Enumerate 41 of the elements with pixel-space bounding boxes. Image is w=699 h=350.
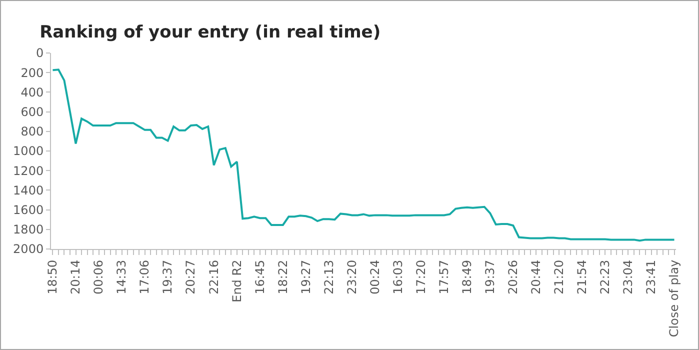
x-tick-label: 22:23 [598,260,612,294]
x-tick-label: 18:49 [460,260,474,294]
y-tick-label: 1400 [13,183,44,198]
x-tick-label: 18:50 [46,260,60,294]
y-tick-label: 1000 [13,144,44,158]
x-tick-label: 23:20 [344,260,359,294]
y-tick-label: 600 [20,105,44,119]
x-tick-label: Close of play [667,260,682,338]
y-tick-label: 1200 [13,164,44,178]
x-tick-label: 21:54 [575,260,590,294]
x-tick-label: 14:33 [114,260,129,294]
x-tick-label: 20:14 [68,260,83,294]
x-tick-label: 19:37 [160,260,175,294]
y-tick-label: 0 [36,46,44,60]
x-tick-label: 19:27 [298,260,313,294]
x-tick-label: 20:44 [529,260,544,294]
y-tick-label: 800 [20,124,44,139]
x-tick-label: 16:03 [390,260,405,294]
chart-title: Ranking of your entry (in real time) [40,22,381,42]
x-tick-label: 00:06 [92,260,106,294]
x-tick-label: 22:16 [206,260,221,294]
y-tick-label: 1600 [13,203,44,217]
x-tick-label: 18:22 [276,260,290,294]
y-tick-label: 2000 [13,242,44,256]
x-tick-label: 21:20 [552,260,566,294]
x-tick-label: 23:41 [644,260,658,294]
x-tick-label: 17:57 [436,260,451,294]
x-tick-label: 19:37 [483,260,498,294]
x-tick-label: 16:45 [252,260,267,294]
y-tick-label: 400 [20,85,44,100]
x-tick-label: 23:04 [621,260,636,294]
x-tick-label: 20:27 [184,260,198,294]
line-series [52,68,676,242]
x-tick-label: 17:06 [138,260,152,294]
x-tick-label: End R2 [230,260,244,302]
x-tick-label: 17:20 [414,260,428,294]
y-tick-label: 200 [20,66,44,80]
y-tick-label: 1800 [13,222,44,237]
x-tick-label: 00:24 [368,260,382,294]
x-tick-label: 22:13 [322,260,336,294]
x-tick-label: 20:26 [506,260,520,294]
